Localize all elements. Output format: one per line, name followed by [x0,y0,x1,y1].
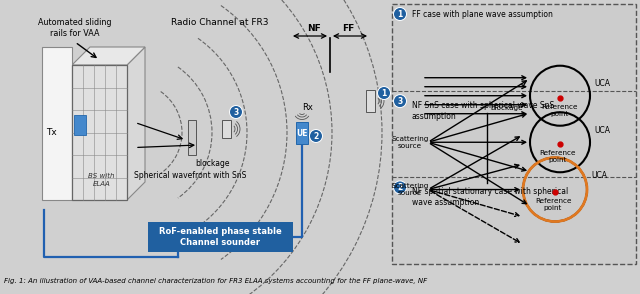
Text: 2: 2 [314,131,319,141]
Text: Reference
point: Reference point [535,198,572,211]
Text: UE: UE [296,128,308,138]
Text: Fig. 1: An illustration of VAA-based channel characterization for FR3 ELAA syste: Fig. 1: An illustration of VAA-based cha… [4,278,427,284]
Text: 3: 3 [397,97,403,106]
Text: BS with
ELAA: BS with ELAA [88,173,115,187]
Circle shape [394,95,406,108]
Text: Scattering
source: Scattering source [391,183,429,196]
Text: blockage: blockage [490,105,523,111]
Bar [296,122,308,144]
Text: Spherical wavefront with SnS: Spherical wavefront with SnS [134,171,246,180]
Text: 1: 1 [397,9,403,19]
Text: FF: FF [342,24,354,33]
Text: NF SnS case with spherical wave SnS
assumption: NF SnS case with spherical wave SnS assu… [412,101,554,121]
Text: Radio Channel at FR3: Radio Channel at FR3 [172,18,269,26]
Bar [72,65,127,200]
Text: UCA: UCA [591,171,607,180]
Polygon shape [72,47,145,65]
Bar [366,90,375,112]
Text: 2: 2 [397,183,403,192]
Text: 3: 3 [234,108,239,116]
Bar [222,120,231,138]
Bar [42,47,72,200]
Bar [392,4,636,264]
Text: NF spatial stationary case with spherical
wave assumption: NF spatial stationary case with spherica… [412,187,568,207]
Circle shape [378,86,390,99]
Bar [148,222,293,252]
Text: blockage: blockage [195,159,230,168]
Text: Rx: Rx [302,103,313,111]
Text: NF: NF [307,24,321,33]
Polygon shape [127,47,145,200]
Circle shape [394,8,406,21]
Bar [74,114,86,134]
Bar [188,120,196,155]
Text: Scattering
source: Scattering source [391,136,429,149]
Text: RoF-enabled phase stable
Channel sounder: RoF-enabled phase stable Channel sounder [159,227,282,247]
Text: Automated sliding
rails for VAA: Automated sliding rails for VAA [38,18,112,38]
Text: UCA: UCA [594,126,610,135]
Text: Tx: Tx [46,128,57,137]
Text: Reference
point: Reference point [540,150,576,163]
Circle shape [394,181,406,194]
Text: UCA: UCA [594,79,610,88]
Circle shape [230,106,243,118]
Circle shape [310,129,323,143]
Text: Reference
point: Reference point [541,104,579,117]
Text: FF case with plane wave assumption: FF case with plane wave assumption [412,9,553,19]
Text: 1: 1 [381,88,387,98]
